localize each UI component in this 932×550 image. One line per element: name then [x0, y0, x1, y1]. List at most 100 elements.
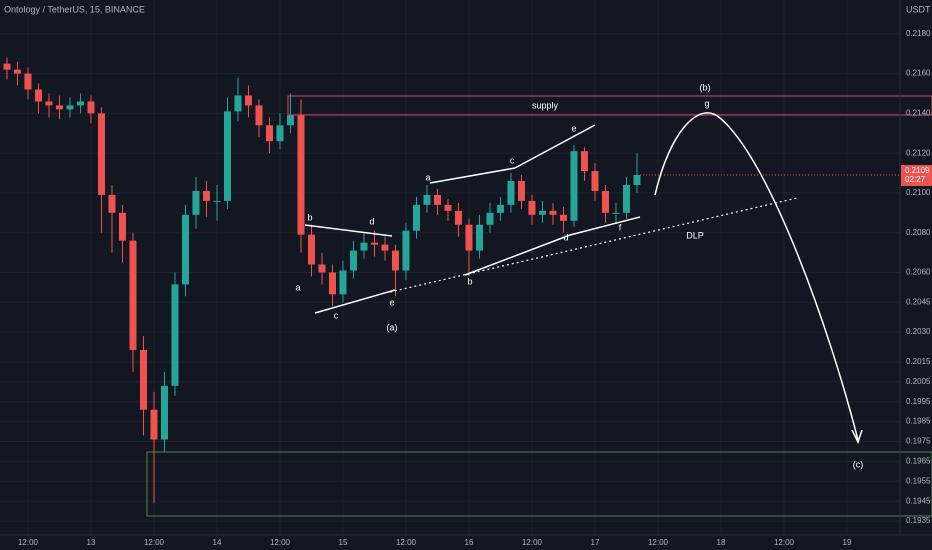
- x-tick-label: 12:00: [396, 538, 417, 547]
- candle-body: [402, 230, 410, 271]
- trend-line: [429, 167, 516, 184]
- candle-body: [3, 63, 11, 70]
- candle-body: [381, 244, 389, 251]
- candle-body: [202, 190, 210, 201]
- candle-body: [475, 224, 483, 251]
- candle-body: [160, 385, 168, 440]
- candle-body: [181, 214, 189, 285]
- candle-body: [412, 204, 420, 231]
- y-tick-label: 0.1955: [906, 476, 931, 485]
- grid: [0, 0, 900, 535]
- candle-body: [612, 212, 620, 214]
- annotation: d: [369, 216, 374, 226]
- annotation: (a): [387, 322, 398, 332]
- candle-body: [265, 125, 273, 142]
- x-tick-label: 13: [87, 538, 96, 547]
- candle-body: [45, 101, 53, 106]
- candle-body: [276, 125, 284, 142]
- y-tick-label: 0.2045: [906, 297, 931, 306]
- candle-body: [633, 175, 641, 185]
- candle-body: [129, 240, 137, 351]
- y-tick-label: 0.2180: [906, 29, 931, 38]
- candle-body: [559, 214, 567, 221]
- y-tick-label: 0.1945: [906, 496, 931, 505]
- candle-body: [76, 101, 84, 106]
- axes: 0.2180 0.2160 0.2140 0.2120 0.2100 0.2080 0.20…: [18, 29, 932, 547]
- candle-body: [528, 200, 536, 215]
- candle-body: [150, 409, 158, 440]
- candle-body: [66, 105, 74, 110]
- y-tick-label: 0.2060: [906, 268, 931, 277]
- y-tick-label: 0.2160: [906, 69, 931, 78]
- candle-body: [622, 184, 630, 213]
- candles: [3, 57, 641, 504]
- annotation: c: [510, 155, 515, 165]
- x-tick-label: 18: [717, 538, 726, 547]
- candle-body: [34, 89, 42, 102]
- annotation: (c): [853, 459, 864, 469]
- last-price-box: [901, 165, 932, 187]
- annotation: b: [467, 276, 472, 286]
- y-tick-label: 0.2005: [906, 377, 931, 386]
- y-tick-label: 0.2140: [906, 108, 931, 117]
- trend-line: [304, 224, 393, 237]
- annotation: f: [619, 222, 622, 232]
- trend-line: [514, 124, 596, 169]
- annotation: c: [334, 310, 339, 320]
- candle-body: [307, 234, 315, 265]
- y-tick-label: 0.2120: [906, 148, 931, 157]
- trend-line: [464, 234, 571, 276]
- candle-body: [55, 105, 63, 110]
- demand-zone: [146, 451, 932, 517]
- candle-body: [328, 272, 336, 295]
- y-tick-label: 0.1935: [906, 516, 931, 525]
- candle-body: [349, 250, 357, 271]
- annotation: a: [425, 172, 430, 182]
- candle-body: [486, 212, 494, 225]
- candle-body: [255, 105, 263, 126]
- y-tick-label: 0.2080: [906, 228, 931, 237]
- candle-body: [549, 210, 557, 215]
- y-tick-label: 0.2015: [906, 357, 931, 366]
- candle-body: [360, 242, 368, 251]
- candle-body: [297, 115, 305, 235]
- x-tick-label: 12:00: [522, 538, 543, 547]
- candle-body: [286, 115, 294, 126]
- candle-body: [97, 113, 105, 195]
- countdown: 02:27: [905, 175, 926, 184]
- y-tick-label: 0.2030: [906, 327, 931, 336]
- candle-body: [601, 190, 609, 213]
- candle-body: [87, 101, 95, 114]
- candle-body: [24, 73, 32, 90]
- x-tick-label: 12:00: [18, 538, 39, 547]
- annotation: g: [704, 98, 709, 108]
- candle-body: [444, 204, 452, 211]
- candle-body: [139, 350, 147, 410]
- arrow-head: [851, 429, 863, 444]
- annotation: a: [295, 282, 300, 292]
- x-tick-label: 12:00: [144, 538, 165, 547]
- candle-body: [517, 180, 525, 201]
- candle-body: [213, 200, 221, 202]
- x-tick-label: 12:00: [270, 538, 291, 547]
- projection-arrow: [654, 112, 859, 441]
- x-tick-label: 12:00: [774, 538, 795, 547]
- x-tick-label: 12:00: [648, 538, 669, 547]
- annotation: b: [307, 212, 312, 222]
- candle-body: [423, 194, 431, 205]
- y-tick-label: 0.2100: [906, 188, 931, 197]
- candle-body: [496, 204, 504, 213]
- candle-body: [454, 210, 462, 225]
- candle-body: [580, 151, 588, 172]
- candle-body: [339, 270, 347, 295]
- candle-body: [433, 194, 441, 205]
- candle-body: [465, 224, 473, 251]
- x-tick-label: 17: [591, 538, 600, 547]
- candle-body: [118, 212, 126, 241]
- candle-body: [234, 95, 242, 112]
- last-price: 0.2109: [905, 166, 930, 175]
- candle-body: [538, 210, 546, 215]
- candle-body: [108, 194, 116, 213]
- x-tick-label: 14: [213, 538, 222, 547]
